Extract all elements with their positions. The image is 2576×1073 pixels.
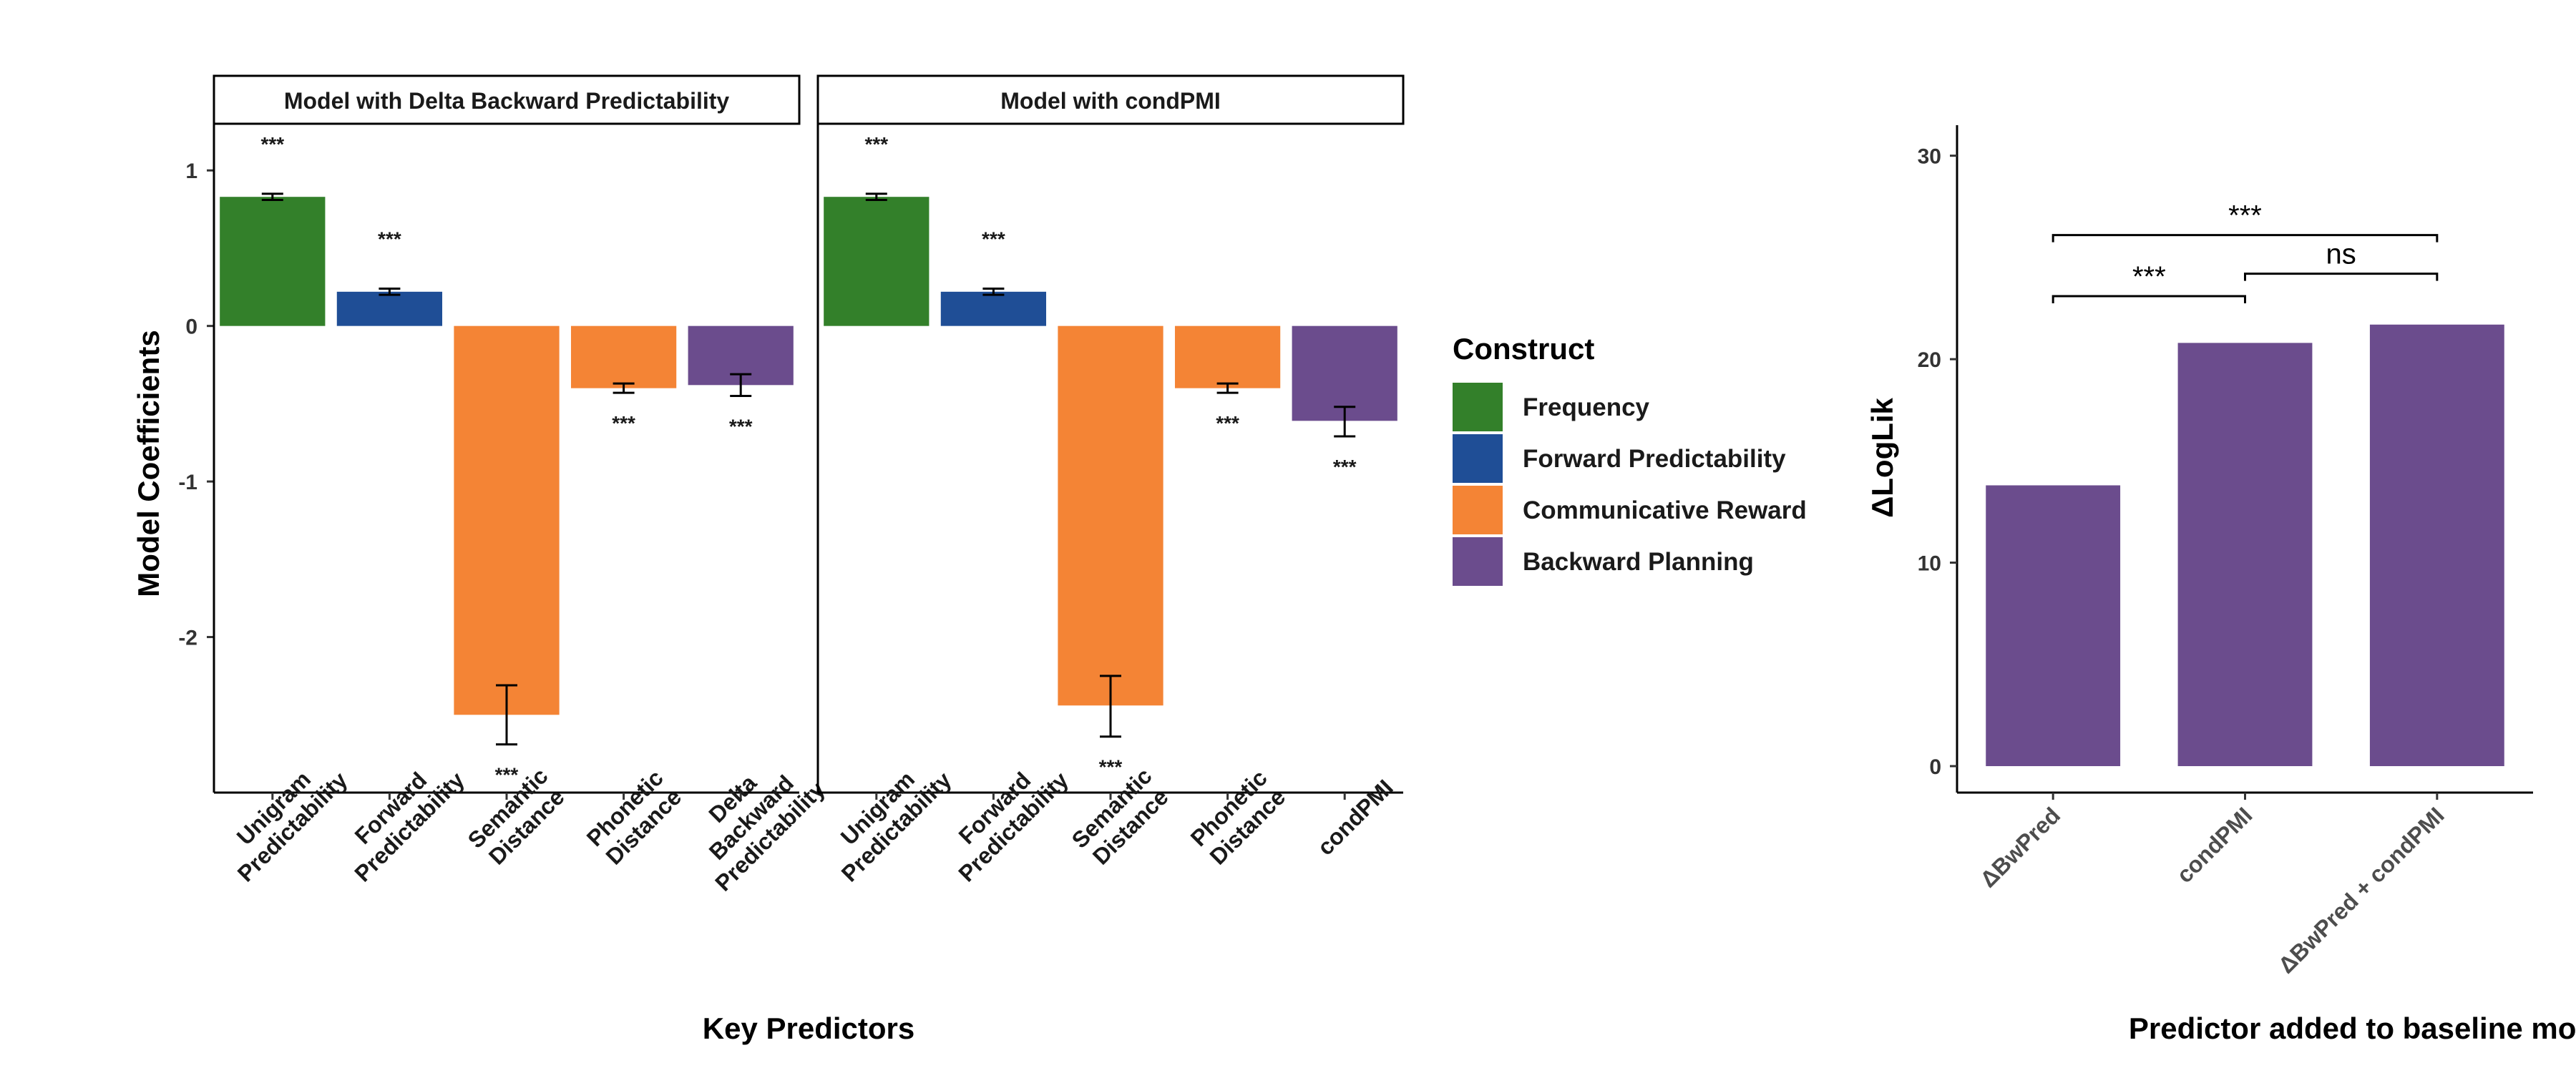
x-tick-label: ForwardPredictability (935, 748, 1073, 887)
left-y-tick-label: 1 (185, 160, 197, 183)
legend-swatch (1453, 537, 1503, 586)
legend-label: Forward Predictability (1523, 445, 1786, 473)
facet-marks: *** UnigramPredictability *** ForwardPredic… (816, 124, 1403, 887)
significance-label: *** (1216, 412, 1239, 434)
bar (1058, 325, 1163, 706)
right-y-tick-label: 20 (1918, 348, 1941, 372)
bar (454, 325, 560, 715)
legend-title: Construct (1453, 332, 1594, 366)
x-tick-label: DeltaBackwardPredictability (673, 739, 830, 896)
bar (1986, 485, 2121, 767)
legend-swatch (1453, 486, 1503, 534)
right-y-tick-label: 0 (1929, 755, 1941, 779)
facet-strip-box (816, 74, 1405, 125)
bar (2177, 343, 2313, 767)
bar (1292, 325, 1397, 421)
right-y-tick-label: 10 (1918, 552, 1941, 576)
comparison-bracket (2051, 234, 2439, 242)
x-tick-label-line: condPMI (1312, 775, 1398, 861)
x-tick-label: ΔBwPred + condPMI (2273, 802, 2449, 978)
left-y-tick-label: 0 (185, 315, 197, 339)
x-tick-label: UnigramPredictability (818, 748, 957, 887)
facet-strip-box (213, 74, 801, 125)
comparison-label: ns (2326, 239, 2356, 270)
left-x-axis-title: Key Predictors (703, 1011, 914, 1045)
left-chart: Model Coefficients 1 0 -1 -2 Model with Del… (132, 74, 1405, 1045)
legend-entries: Frequency Forward Predictability Communica… (1453, 383, 1807, 586)
x-tick-label: ForwardPredictability (331, 748, 469, 887)
facet-marks: *** UnigramPredictability *** ForwardPredic… (213, 124, 830, 896)
right-x-axis-title: Predictor added to baseline model (2129, 1011, 2576, 1045)
legend-label: Frequency (1523, 393, 1650, 421)
legend: Construct Frequency Forward Predictabilit… (1453, 332, 1807, 586)
x-tick-label: condPMI (2172, 802, 2258, 888)
bar (940, 291, 1047, 326)
bar (824, 197, 930, 326)
significance-label: *** (378, 227, 401, 250)
comparison-bracket (2051, 295, 2246, 303)
significance-label: *** (864, 133, 888, 155)
x-tick-label: ΔBwPred (1975, 802, 2065, 892)
right-chart: ΔLogLik 0 10 20 30 ΔBwPred condPMI ΔBwPred + c… (1865, 125, 2576, 1045)
right-marks: 0 10 20 30 ΔBwPred condPMI ΔBwPred + condPMI **… (1918, 125, 2533, 979)
legend-swatch (1453, 434, 1503, 483)
comparison-label: *** (2132, 261, 2166, 293)
bar (220, 197, 326, 326)
comparison-label: *** (2228, 200, 2262, 232)
significance-label: *** (1333, 456, 1357, 478)
legend-label: Communicative Reward (1523, 496, 1807, 524)
legend-label: Backward Planning (1523, 548, 1754, 576)
right-y-tick-label: 30 (1918, 145, 1941, 169)
legend-swatch (1453, 383, 1503, 431)
significance-label: *** (1099, 756, 1123, 778)
x-tick-label: UnigramPredictability (214, 748, 353, 887)
x-tick-label: PhoneticDistance (582, 765, 687, 870)
left-y-ticks: 1 0 -1 -2 (178, 160, 214, 650)
bar (570, 325, 677, 388)
significance-label: *** (260, 133, 284, 155)
significance-label: *** (729, 416, 753, 438)
comparison-bracket (2244, 273, 2439, 281)
bar (2369, 324, 2504, 767)
right-y-axis-title: ΔLogLik (1865, 397, 1899, 517)
x-tick-label: condPMI (1312, 775, 1398, 861)
facet-condpmi: Model with condPMI *** UnigramPredictabil… (816, 74, 1405, 887)
significance-label: *** (612, 412, 635, 434)
significance-label: *** (495, 764, 519, 786)
x-tick-label: PhoneticDistance (1186, 765, 1291, 870)
left-y-tick-label: -1 (178, 471, 197, 494)
facet-strip-label: Model with condPMI (1000, 88, 1221, 114)
bar (336, 291, 443, 326)
facet-strip-label: Model with Delta Backward Predictability (284, 88, 730, 114)
left-y-tick-label: -2 (178, 627, 197, 650)
significance-label: *** (982, 227, 1005, 250)
left-y-axis-title: Model Coefficients (132, 330, 165, 597)
bar (1174, 325, 1281, 388)
x-tick-label: SemanticDistance (1067, 763, 1176, 872)
facet-delta-backward: Model with Delta Backward Predictability… (213, 74, 830, 896)
